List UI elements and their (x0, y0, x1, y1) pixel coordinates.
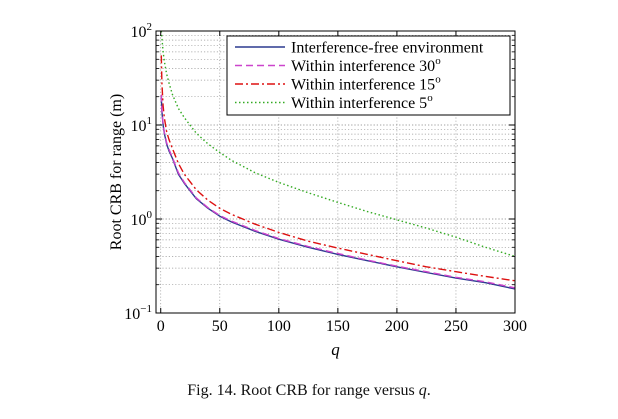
axis-ticks: 0 50 100 150 200 250 300 10−1 100 101 102 (124, 21, 527, 335)
y-tick-label: 101 (131, 115, 153, 135)
caption-end: . (426, 382, 431, 399)
x-tick-label: 250 (444, 318, 468, 335)
figure-caption: Fig. 14. Root CRB for range versus q. (0, 382, 618, 400)
x-tick-label: 0 (157, 318, 165, 335)
series-group (160, 31, 515, 290)
series-line-2 (160, 94, 515, 289)
y-axis-label: Root CRB for range (m) (108, 94, 125, 250)
legend-label-4: Within interference 5o (291, 92, 433, 112)
x-axis-label: q (331, 340, 340, 359)
legend-label-3: Within interference 15o (291, 74, 441, 94)
legend-box (226, 35, 511, 116)
caption-text: Fig. 14. Root CRB for range versus (187, 382, 419, 399)
x-tick-label: 300 (503, 318, 527, 335)
y-tick-label: 102 (131, 21, 153, 41)
x-tick-label: 50 (212, 318, 228, 335)
series-line-1 (160, 96, 515, 290)
chart: 0 50 100 150 200 250 300 10−1 100 101 102 Interfer… (108, 21, 527, 359)
legend-label-1: Interference-free environment (291, 40, 484, 57)
series-line-3 (160, 55, 515, 282)
caption-variable: q (418, 382, 427, 399)
y-tick-label: 10−1 (124, 303, 152, 323)
x-tick-label: 100 (267, 318, 291, 335)
y-tick-label: 100 (131, 209, 153, 229)
x-tick-label: 150 (326, 318, 350, 335)
legend-label-2: Within interference 30o (291, 55, 441, 75)
x-tick-label: 200 (385, 318, 409, 335)
series-line-4 (160, 31, 515, 258)
plot-frame (155, 30, 516, 314)
